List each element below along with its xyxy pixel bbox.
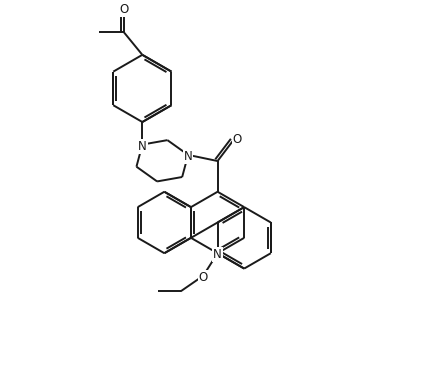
Text: O: O [233,133,242,147]
Text: N: N [213,248,222,261]
Text: N: N [138,139,147,153]
Text: N: N [184,150,192,163]
Text: O: O [119,3,128,16]
Text: O: O [198,271,208,284]
